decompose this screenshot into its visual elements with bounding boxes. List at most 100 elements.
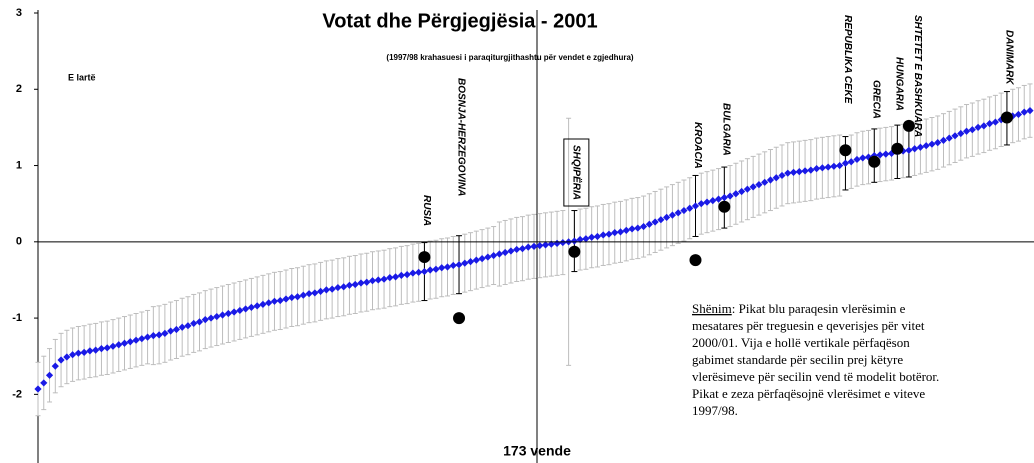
point xyxy=(697,200,705,208)
point xyxy=(213,312,221,321)
point xyxy=(466,258,475,266)
point xyxy=(639,222,648,231)
point xyxy=(270,297,279,305)
point xyxy=(51,362,59,370)
point xyxy=(951,132,959,140)
point xyxy=(801,167,809,175)
point xyxy=(259,300,267,308)
point xyxy=(559,238,567,247)
point xyxy=(859,154,867,162)
point xyxy=(97,344,106,353)
annotation: E lartë xyxy=(68,72,96,82)
point xyxy=(686,204,694,212)
point xyxy=(293,293,302,301)
point xyxy=(305,290,313,298)
point xyxy=(911,145,919,153)
point xyxy=(143,333,152,341)
point xyxy=(472,256,480,264)
point xyxy=(916,143,925,151)
point xyxy=(426,266,434,274)
point xyxy=(755,181,763,189)
point xyxy=(449,261,457,270)
point xyxy=(957,129,965,138)
point xyxy=(962,127,971,135)
point xyxy=(622,226,630,234)
estimate-1997 xyxy=(453,312,466,325)
point xyxy=(432,265,440,273)
point xyxy=(1020,108,1028,116)
point xyxy=(484,253,492,261)
point xyxy=(501,248,509,257)
label-box xyxy=(563,138,590,207)
point xyxy=(161,329,169,337)
point xyxy=(363,278,371,286)
point xyxy=(720,193,728,202)
country-label: HUNGARIA xyxy=(894,57,905,111)
point xyxy=(784,169,792,177)
estimate-1997 xyxy=(839,144,852,157)
point xyxy=(63,353,71,361)
point xyxy=(345,281,354,289)
point xyxy=(236,306,244,315)
point xyxy=(276,296,284,305)
note-line: 2000/01. Vija e hollë vertikale përfaqës… xyxy=(692,335,910,350)
point xyxy=(997,116,1005,124)
point xyxy=(691,202,700,210)
point xyxy=(201,316,209,324)
note-line: vlerësimeve për secilin vend të modelit … xyxy=(692,369,939,384)
point xyxy=(795,168,803,176)
y-tick-label: -1 xyxy=(12,312,22,324)
point xyxy=(876,151,884,159)
country-label: REPUBLIKA CEKE xyxy=(842,15,853,104)
point xyxy=(115,341,123,349)
point xyxy=(657,216,665,224)
point xyxy=(582,235,590,243)
point xyxy=(172,325,181,334)
point xyxy=(726,192,734,200)
point xyxy=(766,176,775,184)
point xyxy=(328,285,336,293)
chart-title: Votat dhe Përgjegjësia - 2001 xyxy=(322,10,597,32)
point xyxy=(743,185,751,193)
point xyxy=(311,289,319,297)
point xyxy=(391,273,400,281)
point xyxy=(397,271,405,279)
point xyxy=(340,283,348,291)
country-label: BOSNJA-HERZEGOVINA xyxy=(455,78,466,196)
point xyxy=(968,126,976,134)
point xyxy=(645,220,653,228)
point xyxy=(247,303,255,312)
note-line: Pikat e zeza përfaqësojnë vlerësimet e v… xyxy=(692,386,925,401)
point xyxy=(1014,110,1023,119)
point xyxy=(939,136,948,144)
point xyxy=(184,322,192,330)
point xyxy=(155,331,163,339)
point xyxy=(628,225,636,233)
point xyxy=(928,140,936,148)
point xyxy=(495,250,503,258)
point xyxy=(714,195,723,203)
point xyxy=(668,211,677,219)
point xyxy=(92,346,100,354)
point xyxy=(334,283,342,292)
point xyxy=(317,287,325,295)
country-label: SHTETET E BASHKUARA xyxy=(912,15,923,137)
point xyxy=(836,161,844,170)
point xyxy=(605,230,613,238)
y-tick-label: 1 xyxy=(16,159,22,171)
point xyxy=(905,146,913,154)
point xyxy=(680,206,688,215)
country-label: SHQIPËRIA xyxy=(571,145,584,200)
point xyxy=(242,305,250,313)
point xyxy=(380,275,388,283)
point xyxy=(709,197,717,205)
y-tick-label: -2 xyxy=(12,388,22,400)
point xyxy=(807,166,815,174)
point xyxy=(611,229,619,237)
y-tick-label: 2 xyxy=(16,83,22,95)
point xyxy=(980,122,988,130)
point xyxy=(945,134,953,142)
estimate-1997 xyxy=(891,142,904,155)
estimate-1997 xyxy=(418,251,431,264)
